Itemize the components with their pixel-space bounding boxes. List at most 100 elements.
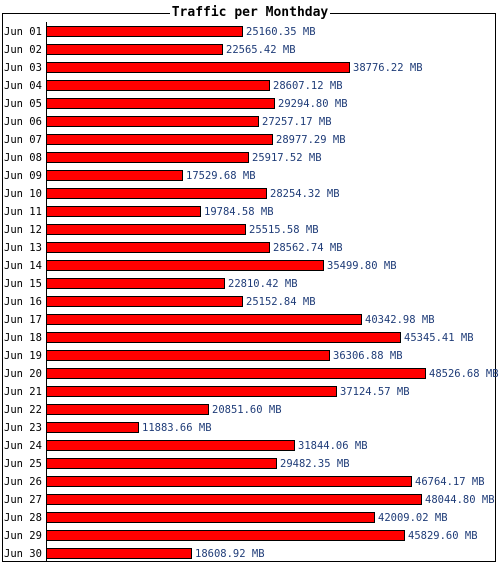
value-label: 25152.84 MB: [246, 296, 316, 308]
bar: [46, 44, 223, 55]
value-label: 11883.66 MB: [142, 422, 212, 434]
category-label: Jun 30: [4, 548, 42, 560]
category-label: Jun 11: [4, 206, 42, 218]
value-label: 35499.80 MB: [327, 260, 397, 272]
value-label: 48526.68 MB: [429, 368, 499, 380]
category-label: Jun 04: [4, 80, 42, 92]
bar-row: Jun 15 22810.42 MB: [0, 275, 500, 293]
category-label: Jun 21: [4, 386, 42, 398]
bar: [46, 98, 275, 109]
category-label: Jun 16: [4, 296, 42, 308]
bar-row: Jun 03 38776.22 MB: [0, 59, 500, 77]
bar-row: Jun 21 37124.57 MB: [0, 383, 500, 401]
value-label: 18608.92 MB: [195, 548, 265, 560]
bar-row: Jun 29 45829.60 MB: [0, 527, 500, 545]
bar: [46, 278, 225, 289]
bar: [46, 458, 277, 469]
bar-row: Jun 30 18608.92 MB: [0, 545, 500, 563]
category-label: Jun 28: [4, 512, 42, 524]
bar: [46, 206, 201, 217]
bar-row: Jun 10 28254.32 MB: [0, 185, 500, 203]
category-label: Jun 01: [4, 26, 42, 38]
value-label: 25160.35 MB: [246, 26, 316, 38]
category-label: Jun 14: [4, 260, 42, 272]
bar: [46, 188, 267, 199]
category-label: Jun 10: [4, 188, 42, 200]
bar-row: Jun 02 22565.42 MB: [0, 41, 500, 59]
bar-row: Jun 05 29294.80 MB: [0, 95, 500, 113]
category-label: Jun 18: [4, 332, 42, 344]
category-label: Jun 06: [4, 116, 42, 128]
bar: [46, 404, 209, 415]
bar-row: Jun 26 46764.17 MB: [0, 473, 500, 491]
category-label: Jun 29: [4, 530, 42, 542]
value-label: 45345.41 MB: [404, 332, 474, 344]
chart-title: Traffic per Monthday: [0, 4, 500, 22]
bar-row: Jun 09 17529.68 MB: [0, 167, 500, 185]
value-label: 29482.35 MB: [280, 458, 350, 470]
category-label: Jun 19: [4, 350, 42, 362]
bar: [46, 134, 273, 145]
category-label: Jun 05: [4, 98, 42, 110]
bar: [46, 152, 249, 163]
category-label: Jun 07: [4, 134, 42, 146]
value-label: 22565.42 MB: [226, 44, 296, 56]
y-axis-line: [46, 22, 47, 562]
category-label: Jun 13: [4, 242, 42, 254]
chart-title-text: Traffic per Monthday: [169, 5, 331, 20]
bar-row: Jun 12 25515.58 MB: [0, 221, 500, 239]
bar: [46, 494, 422, 505]
value-label: 25515.58 MB: [249, 224, 319, 236]
bar-row: Jun 17 40342.98 MB: [0, 311, 500, 329]
bar-row: Jun 27 48044.80 MB: [0, 491, 500, 509]
value-label: 22810.42 MB: [228, 278, 298, 290]
bar: [46, 530, 405, 541]
value-label: 27257.17 MB: [262, 116, 332, 128]
bar-row: Jun 22 20851.60 MB: [0, 401, 500, 419]
bar: [46, 62, 350, 73]
bar: [46, 476, 412, 487]
bar-row: Jun 24 31844.06 MB: [0, 437, 500, 455]
value-label: 38776.22 MB: [353, 62, 423, 74]
bar: [46, 332, 401, 343]
bar: [46, 26, 243, 37]
category-label: Jun 27: [4, 494, 42, 506]
bar-row: Jun 11 19784.58 MB: [0, 203, 500, 221]
bar-row: Jun 01 25160.35 MB: [0, 23, 500, 41]
category-label: Jun 23: [4, 422, 42, 434]
bar: [46, 116, 259, 127]
category-label: Jun 09: [4, 170, 42, 182]
category-label: Jun 02: [4, 44, 42, 56]
value-label: 29294.80 MB: [278, 98, 348, 110]
bar: [46, 80, 270, 91]
bar-row: Jun 16 25152.84 MB: [0, 293, 500, 311]
value-label: 37124.57 MB: [340, 386, 410, 398]
bar: [46, 350, 330, 361]
category-label: Jun 08: [4, 152, 42, 164]
value-label: 25917.52 MB: [252, 152, 322, 164]
bar-row: Jun 18 45345.41 MB: [0, 329, 500, 347]
bar: [46, 260, 324, 271]
bar-row: Jun 19 36306.88 MB: [0, 347, 500, 365]
category-label: Jun 12: [4, 224, 42, 236]
value-label: 28254.32 MB: [270, 188, 340, 200]
value-label: 28977.29 MB: [276, 134, 346, 146]
bar-row: Jun 04 28607.12 MB: [0, 77, 500, 95]
bar-row: Jun 20 48526.68 MB: [0, 365, 500, 383]
value-label: 17529.68 MB: [186, 170, 256, 182]
value-label: 42009.02 MB: [378, 512, 448, 524]
bar-row: Jun 08 25917.52 MB: [0, 149, 500, 167]
value-label: 40342.98 MB: [365, 314, 435, 326]
bar: [46, 368, 426, 379]
bar-row: Jun 13 28562.74 MB: [0, 239, 500, 257]
value-label: 31844.06 MB: [298, 440, 368, 452]
category-label: Jun 24: [4, 440, 42, 452]
bar: [46, 170, 183, 181]
bar-row: Jun 06 27257.17 MB: [0, 113, 500, 131]
bar-row: Jun 14 35499.80 MB: [0, 257, 500, 275]
value-label: 20851.60 MB: [212, 404, 282, 416]
bar: [46, 296, 243, 307]
value-label: 48044.80 MB: [425, 494, 495, 506]
category-label: Jun 15: [4, 278, 42, 290]
